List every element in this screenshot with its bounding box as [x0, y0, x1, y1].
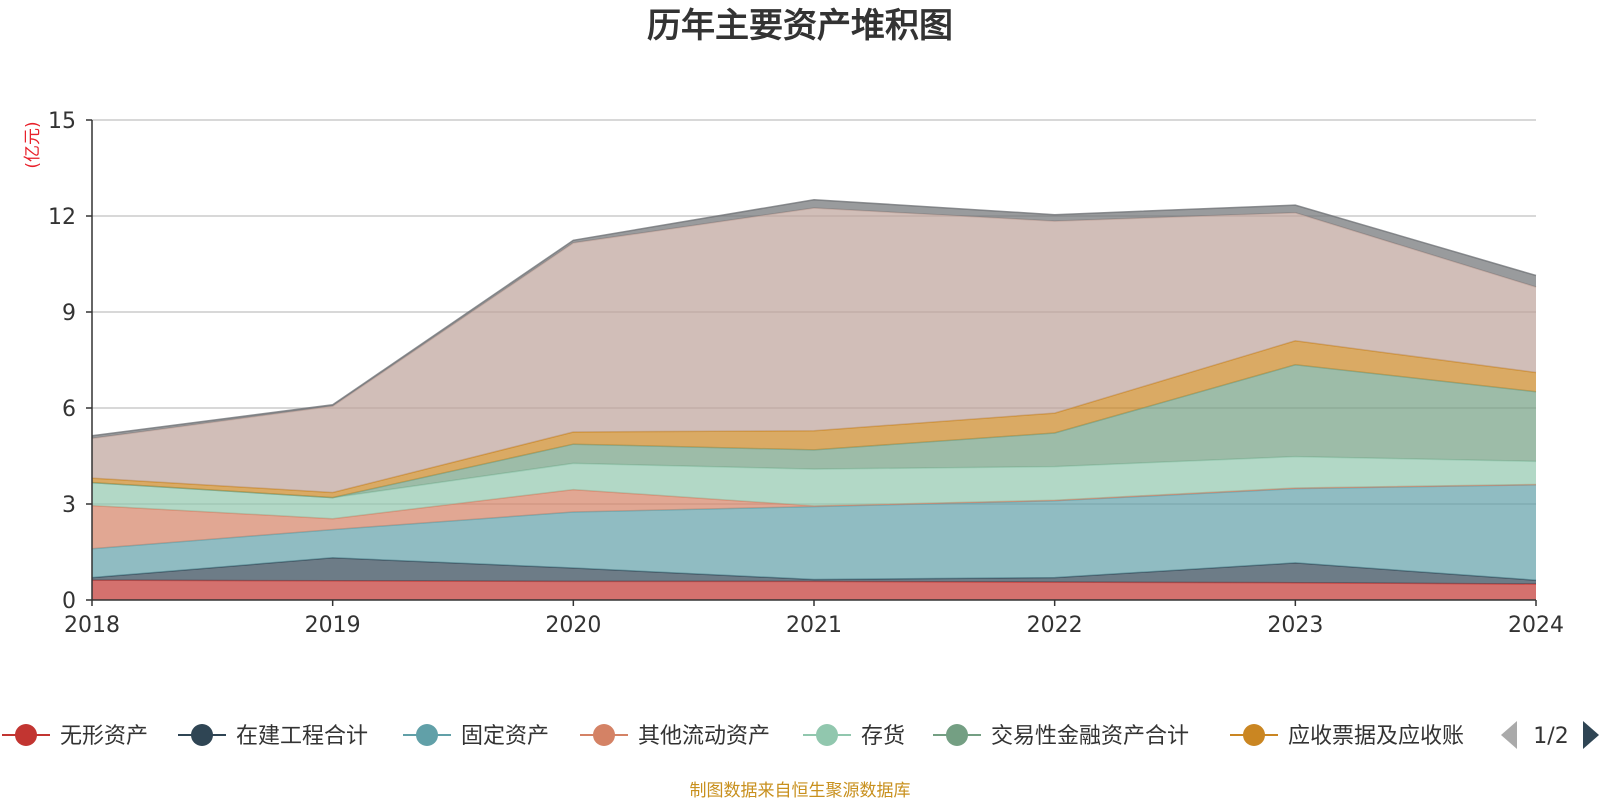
area-series-edge-9: [91, 198, 1537, 437]
y-tick-label: 9: [62, 301, 76, 326]
legend-label: 交易性金融资产合计: [991, 724, 1189, 749]
legend-item-5[interactable]: 存货: [803, 724, 905, 749]
x-tick-labels: 2018 2019 2020 2021 2022 2023 2024: [64, 613, 1564, 638]
area-series-8: [92, 208, 1536, 493]
x-tick-label: 2024: [1508, 613, 1564, 638]
legend-next-page-icon[interactable]: [1583, 721, 1599, 749]
legend-marker-icon: [593, 724, 615, 746]
y-tick-labels: 0 3 6 9 12 15: [48, 109, 76, 614]
legend-label: 存货: [861, 724, 905, 749]
area-series-4: [92, 484, 1536, 549]
legend-label: 固定资产: [461, 724, 549, 749]
legend-item-1[interactable]: 无形资产: [2, 724, 148, 749]
y-tick-label: 0: [62, 589, 76, 614]
area-series-7: [92, 340, 1536, 498]
area-series-3: [92, 484, 1536, 581]
area-series-5: [92, 456, 1536, 519]
legend: 无形资产 在建工程合计 固定资产 其他流动资产 存货 交易性金融资产合计 应收票据及应收账: [2, 724, 1464, 749]
axes: [86, 119, 1537, 606]
legend-label: 应收票据及应收账: [1288, 724, 1464, 749]
legend-page-indicator: 1/2: [1533, 724, 1568, 749]
y-tick-label: 15: [48, 109, 76, 134]
legend-label: 其他流动资产: [638, 724, 770, 749]
legend-prev-page-icon[interactable]: [1501, 721, 1517, 749]
x-tick-label: 2020: [545, 613, 601, 638]
chart-title: 历年主要资产堆积图: [647, 6, 953, 46]
legend-marker-icon: [416, 724, 438, 746]
x-tick-label: 2019: [305, 613, 361, 638]
legend-item-3[interactable]: 固定资产: [403, 724, 549, 749]
x-tick-label: 2018: [64, 613, 120, 638]
x-tick-label: 2023: [1267, 613, 1323, 638]
area-series-6: [92, 364, 1536, 498]
y-tick-label: 6: [62, 397, 76, 422]
x-tick-label: 2021: [786, 613, 842, 638]
legend-marker-icon: [15, 724, 37, 746]
area-series-1: [92, 580, 1536, 600]
data-source-footer: 制图数据来自恒生聚源数据库: [690, 781, 911, 800]
legend-item-6[interactable]: 交易性金融资产合计: [933, 724, 1189, 749]
legend-label: 无形资产: [60, 724, 148, 749]
legend-marker-icon: [1243, 724, 1265, 746]
legend-item-2[interactable]: 在建工程合计: [178, 724, 368, 749]
legend-item-4[interactable]: 其他流动资产: [580, 724, 770, 749]
x-tick-label: 2022: [1027, 613, 1083, 638]
area-series-2: [92, 557, 1536, 584]
legend-marker-icon: [191, 724, 213, 746]
area-series-group: [91, 198, 1537, 600]
y-tick-label: 3: [62, 493, 76, 518]
y-axis-unit-label: (亿元): [23, 121, 43, 168]
legend-pager: 1/2: [1501, 721, 1599, 749]
legend-marker-icon: [946, 724, 968, 746]
legend-label: 在建工程合计: [236, 724, 368, 749]
legend-marker-icon: [816, 724, 838, 746]
y-tick-label: 12: [48, 205, 76, 230]
legend-item-7[interactable]: 应收票据及应收账: [1230, 724, 1464, 749]
